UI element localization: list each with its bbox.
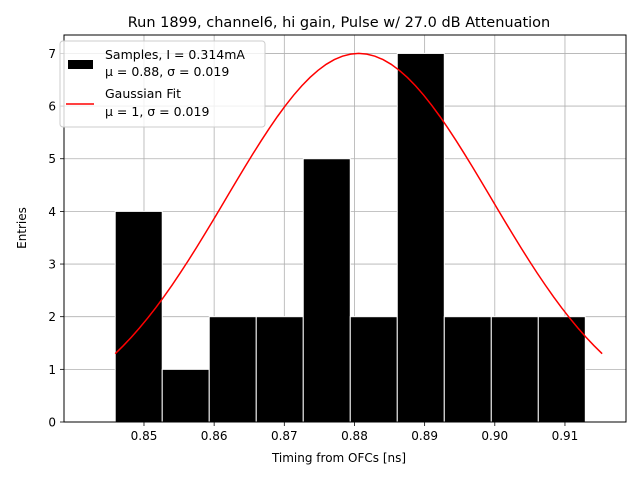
y-tick-label: 5 <box>48 152 56 166</box>
legend-fit-label: Gaussian Fit <box>105 86 181 101</box>
y-axis-ticks: 0 1 2 3 4 5 6 7 <box>48 47 64 430</box>
y-tick-label: 2 <box>48 310 56 324</box>
histogram-bar <box>443 316 492 423</box>
x-tick-label: 0.91 <box>552 429 579 443</box>
histogram-bars <box>114 52 586 423</box>
legend-samples-label: Samples, I = 0.314mA <box>105 47 245 62</box>
y-tick-label: 0 <box>48 416 56 430</box>
histogram-bar <box>161 368 210 423</box>
y-tick-label: 7 <box>48 47 56 61</box>
y-tick-label: 6 <box>48 100 56 114</box>
legend-fit-stats: μ = 1, σ = 0.019 <box>105 104 209 119</box>
histogram-bar <box>208 316 257 423</box>
x-tick-label: 0.87 <box>271 429 298 443</box>
histogram-bar <box>349 316 398 423</box>
x-tick-label: 0.85 <box>131 429 158 443</box>
legend-samples-stats: μ = 0.88, σ = 0.019 <box>105 64 229 79</box>
legend: Samples, I = 0.314mA μ = 0.88, σ = 0.019… <box>59 40 266 128</box>
gaussian-fit-line <box>114 52 603 355</box>
histogram-bar <box>537 316 586 423</box>
plot-frame <box>63 34 627 423</box>
histogram-bar <box>114 210 163 423</box>
x-axis-label: Timing from OFCs [ns] <box>271 451 406 465</box>
histogram-bar <box>302 158 351 423</box>
x-tick-label: 0.90 <box>481 429 508 443</box>
histogram-bar <box>396 52 445 423</box>
y-tick-label: 4 <box>48 205 56 219</box>
x-tick-label: 0.89 <box>411 429 438 443</box>
histogram-bar <box>490 316 539 423</box>
y-tick-label: 1 <box>48 363 56 377</box>
legend-bar-swatch <box>68 60 93 69</box>
gaussian-fit <box>114 52 603 355</box>
legend-box <box>59 40 266 128</box>
y-tick-label: 3 <box>48 258 56 272</box>
x-tick-label: 0.86 <box>201 429 228 443</box>
x-axis-ticks: 0.85 0.86 0.87 0.88 0.89 0.90 0.91 <box>131 422 579 443</box>
histogram-bar <box>255 316 304 423</box>
chart-title: Run 1899, channel6, hi gain, Pulse w/ 27… <box>128 15 551 31</box>
y-axis-label: Entries <box>15 207 29 249</box>
x-tick-label: 0.88 <box>341 429 368 443</box>
